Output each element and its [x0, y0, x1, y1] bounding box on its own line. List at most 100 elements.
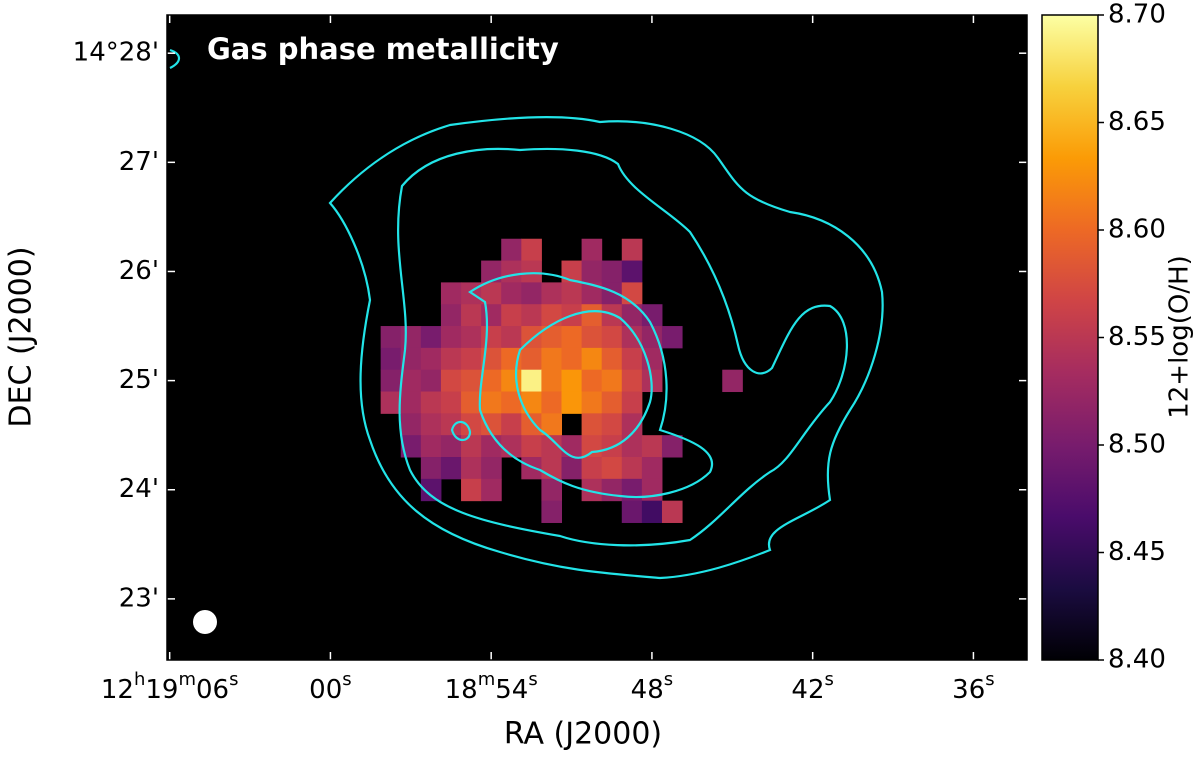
pixel — [481, 457, 502, 480]
pixel — [440, 347, 462, 371]
pixel — [440, 457, 462, 480]
pixel — [380, 326, 402, 349]
pixel — [481, 478, 502, 502]
pixel — [641, 500, 663, 523]
contour-edge — [169, 48, 181, 69]
pixel — [521, 238, 542, 262]
pixel — [420, 413, 442, 436]
pixel — [501, 369, 522, 393]
pixel — [420, 369, 442, 393]
pixel — [481, 347, 502, 371]
pixel — [581, 457, 603, 480]
colorbar-tick-label: 8.45 — [1108, 537, 1166, 567]
pixel — [641, 326, 663, 349]
pixel — [621, 478, 643, 502]
pixel — [561, 435, 583, 458]
pixel — [641, 435, 663, 458]
pixel — [420, 391, 442, 414]
axes: 12h19m06s 00s 18m54s 48s 42s 36s 14°28' 27' 26' 2… — [73, 0, 1166, 705]
pixel — [481, 260, 502, 283]
pixel — [621, 457, 643, 480]
pixel — [581, 391, 603, 414]
pixel — [521, 369, 542, 393]
colorbar-tick-label: 8.65 — [1108, 107, 1166, 137]
pixel — [541, 326, 563, 349]
pixel — [481, 413, 502, 436]
pixel — [621, 282, 643, 305]
pixel — [521, 304, 542, 327]
pixel — [461, 478, 482, 502]
pixel — [581, 304, 603, 327]
pixel — [380, 369, 402, 393]
pixel — [380, 391, 402, 414]
pixel — [521, 413, 542, 436]
pixel — [541, 391, 563, 414]
pixel — [561, 326, 583, 349]
pixel — [501, 238, 522, 262]
pixel — [641, 304, 663, 327]
pixel — [420, 326, 442, 349]
pixel — [461, 457, 482, 480]
pixel — [621, 326, 643, 349]
y-tick-label: 25' — [119, 365, 159, 395]
pixel — [541, 369, 563, 393]
pixel — [440, 369, 462, 393]
pixel — [541, 478, 563, 502]
pixel — [521, 260, 542, 283]
pixel — [481, 326, 502, 349]
pixel — [461, 369, 482, 393]
pixel — [601, 478, 623, 502]
pixel — [561, 347, 583, 371]
pixel — [521, 391, 542, 414]
pixel — [601, 326, 623, 349]
pixel — [400, 435, 422, 458]
pixel — [601, 282, 623, 305]
pixel — [601, 260, 623, 283]
y-axis-label: DEC (J2000) — [4, 246, 39, 427]
colorbar-tick-label: 8.55 — [1108, 322, 1166, 352]
pixel — [521, 435, 542, 458]
colorbar — [1041, 14, 1099, 661]
pixel — [501, 391, 522, 414]
pixel — [661, 435, 683, 458]
pixel — [601, 413, 623, 436]
pixel — [581, 326, 603, 349]
x-tick-label: 00s — [309, 669, 351, 705]
pixel — [581, 413, 603, 436]
pixel — [601, 304, 623, 327]
pixel — [621, 304, 643, 327]
contour-knot — [450, 420, 472, 442]
pixel — [481, 304, 502, 327]
plot-frame — [166, 14, 1028, 661]
pixel — [541, 347, 563, 371]
pixel — [541, 500, 563, 523]
colorbar-tick-label: 8.50 — [1108, 430, 1166, 460]
pixel — [400, 326, 422, 349]
pixel — [501, 326, 522, 349]
pixel — [541, 304, 563, 327]
pixel — [541, 413, 563, 436]
pixel — [440, 391, 462, 414]
pixel — [621, 347, 643, 371]
pixel — [481, 369, 502, 393]
pixel — [621, 391, 643, 414]
pixel — [561, 391, 583, 414]
pixel — [601, 391, 623, 414]
contours — [169, 48, 884, 580]
x-tick-label: 36s — [952, 669, 994, 705]
pixel — [641, 457, 663, 480]
colorbar-label: 12+log(O/H) — [1165, 255, 1195, 419]
pixel — [400, 347, 422, 371]
pixel — [541, 282, 563, 305]
pixel — [440, 282, 462, 305]
pixel — [621, 238, 643, 262]
colorbar-tick-label: 8.60 — [1108, 215, 1166, 245]
pixel — [501, 304, 522, 327]
pixel — [420, 347, 442, 371]
pixel — [440, 326, 462, 349]
colorbar-tick-label: 8.40 — [1108, 645, 1166, 675]
pixel — [380, 347, 402, 371]
pixel — [722, 369, 743, 393]
